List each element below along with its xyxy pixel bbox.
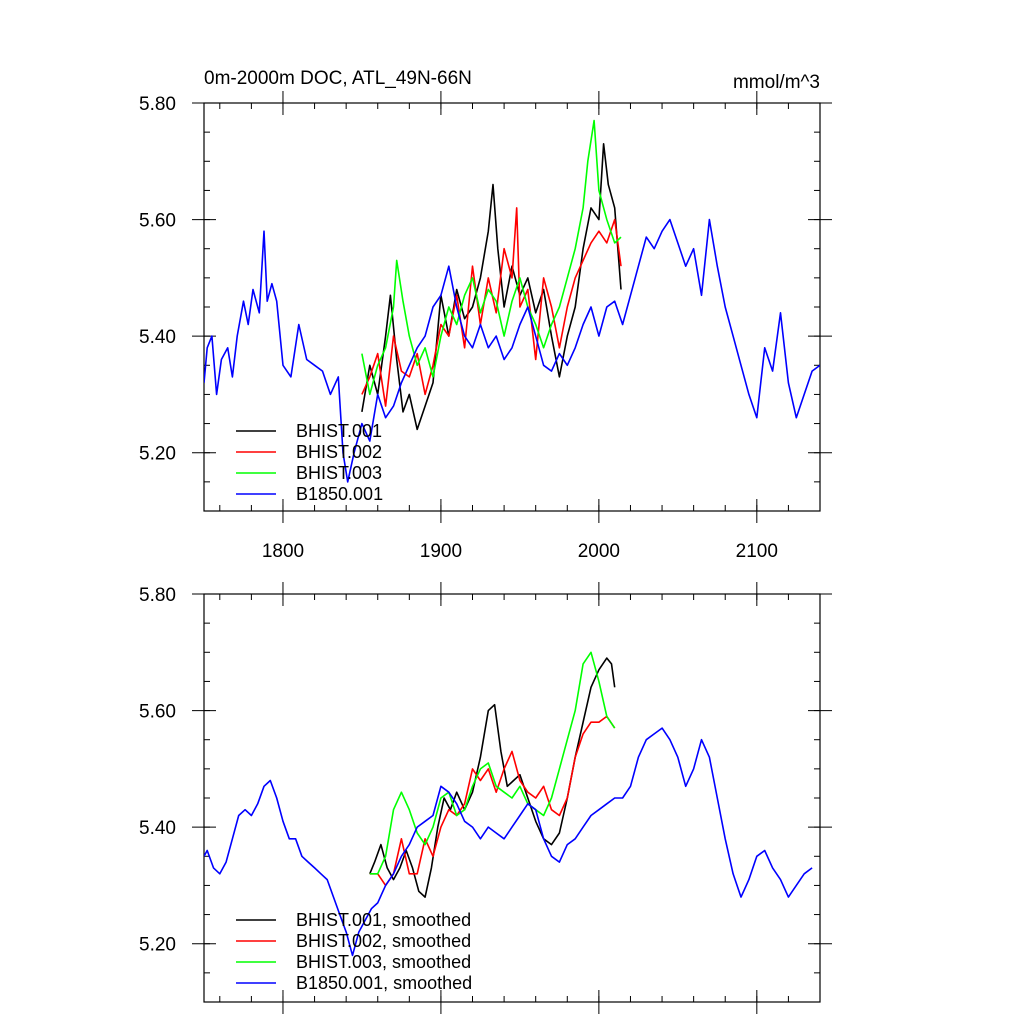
top-panel: 0m-2000m DOC, ATL_49N-66N mmol/m^3 5.20 5… (139, 68, 832, 562)
legend-label: BHIST.001 (296, 421, 382, 441)
legend-label: BHIST.002 (296, 442, 382, 462)
legend-label: BHIST.003 (296, 463, 382, 483)
y-tick-label: 5.80 (139, 94, 176, 115)
legend-label: BHIST.002, smoothed (296, 931, 471, 951)
series-line-1 (361, 143, 622, 431)
x-tick-label: 2000 (578, 541, 620, 562)
series-line-3 (361, 119, 622, 396)
units-label: mmol/m^3 (733, 72, 820, 93)
y-tick-label: 5.60 (139, 702, 176, 723)
legend-label: B1850.001, smoothed (296, 973, 472, 993)
x-tick-label: 1800 (262, 541, 304, 562)
y-tick-label: 5.40 (139, 327, 176, 348)
y-tick-label: 5.60 (139, 211, 176, 232)
legend-label: BHIST.003, smoothed (296, 952, 471, 972)
series-line-3 (369, 651, 616, 875)
series-line-2 (361, 207, 622, 407)
series-line-4 (204, 218, 820, 483)
legend-label: BHIST.001, smoothed (296, 910, 471, 930)
x-tick-label: 2100 (736, 541, 778, 562)
chart-title: 0m-2000m DOC, ATL_49N-66N (204, 68, 472, 89)
x-tick-label: 1900 (420, 541, 462, 562)
y-tick-label: 5.40 (139, 818, 176, 839)
y-tick-label: 5.20 (139, 444, 176, 465)
y-tick-label: 5.20 (139, 935, 176, 956)
series-line-4 (204, 727, 813, 957)
legend-label: B1850.001 (296, 484, 383, 504)
y-tick-label: 5.80 (139, 585, 176, 606)
series-line-2 (369, 715, 616, 887)
